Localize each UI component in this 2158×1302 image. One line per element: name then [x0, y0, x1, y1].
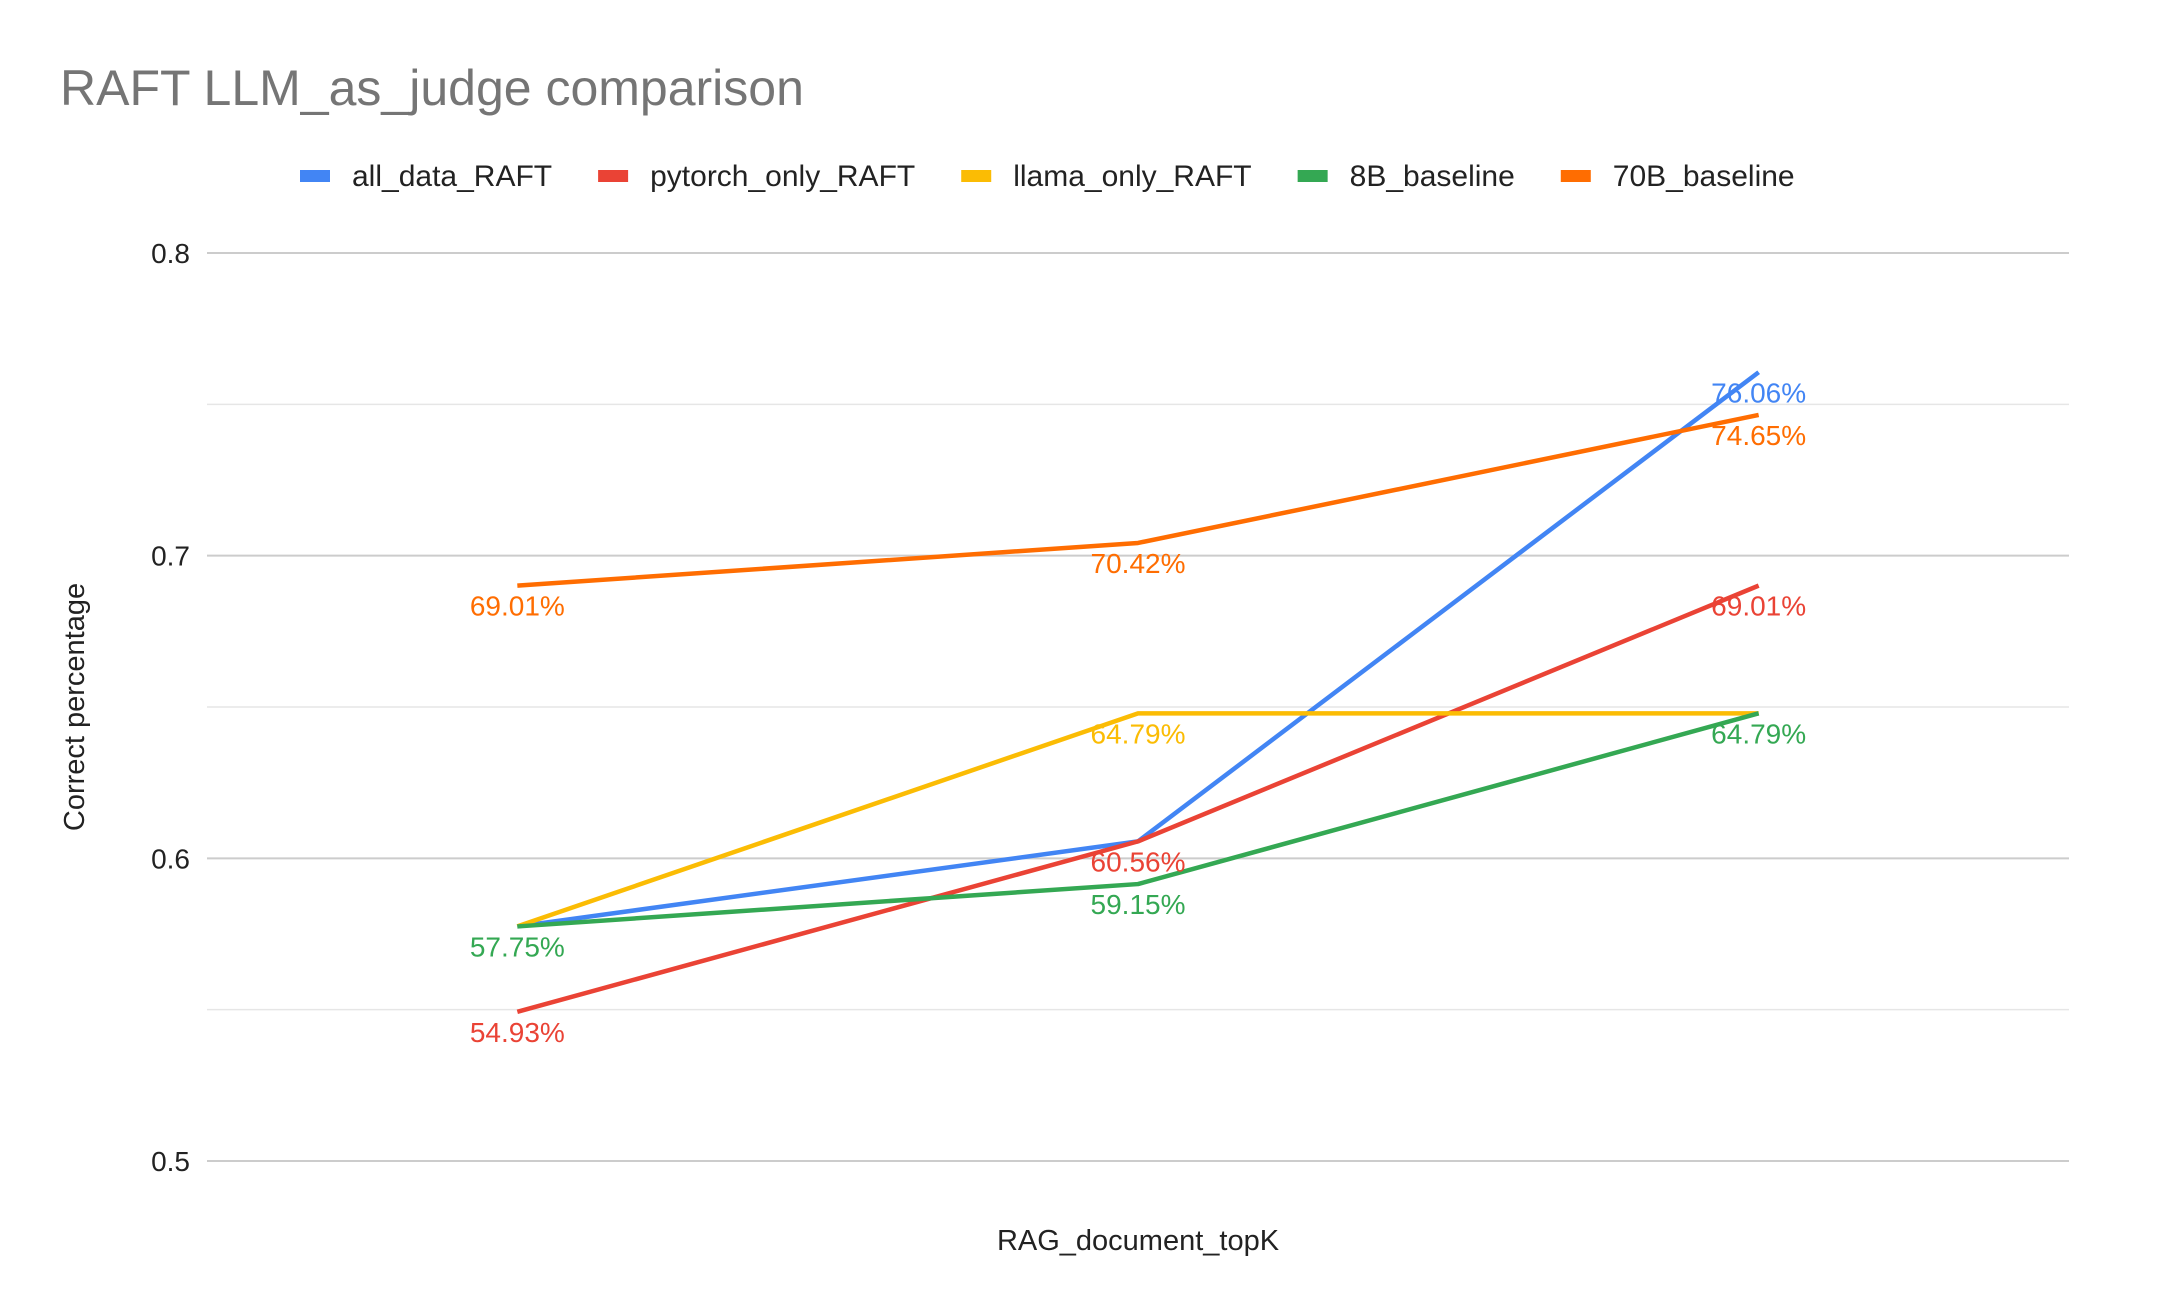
legend-swatch: [300, 170, 330, 182]
data-label: 70.42%: [1091, 548, 1186, 579]
legend-swatch: [1560, 170, 1591, 182]
data-label: 76.06%: [1711, 377, 1806, 408]
chart-title: RAFT LLM_as_judge comparison: [60, 60, 804, 116]
series-line-pytorch_only_RAFT: [516, 583, 1760, 1014]
series-lines: [516, 370, 1761, 1014]
legend-label: 8B_baseline: [1350, 160, 1515, 193]
data-label: 57.75%: [470, 931, 565, 962]
y-tick-label: 0.6: [151, 843, 190, 874]
series-line-70B_baseline: [517, 412, 1760, 588]
y-tick-label: 0.8: [151, 238, 190, 269]
legend-label: pytorch_only_RAFT: [650, 160, 915, 193]
y-axis-label: Correct percentage: [59, 583, 91, 831]
legend: all_data_RAFT pytorch_only_RAFT llama_only…: [300, 160, 1795, 193]
legend-label: all_data_RAFT: [352, 160, 552, 193]
series-line-8B_baseline: [517, 711, 1760, 929]
legend-swatch: [961, 170, 992, 182]
legend-swatch: [598, 170, 629, 182]
legend-label: llama_only_RAFT: [1013, 160, 1251, 193]
data-labels: 76.06% 54.93% 60.56% 69.01% 64.79% 57.75% 59.1…: [470, 377, 1806, 1048]
series-line-llama_only_RAFT: [516, 711, 1759, 929]
legend-label: 70B_baseline: [1613, 160, 1795, 193]
data-label: 64.79%: [1091, 718, 1186, 749]
y-tick-label: 0.7: [151, 541, 190, 572]
y-axis-ticks: 0.5 0.6 0.7 0.8: [151, 238, 190, 1177]
data-label: 60.56%: [1091, 846, 1186, 877]
data-label: 64.79%: [1711, 718, 1806, 749]
data-label: 74.65%: [1711, 420, 1806, 451]
data-label: 69.01%: [470, 591, 565, 622]
x-axis-label: RAG_document_topK: [997, 1225, 1280, 1257]
data-label: 54.93%: [470, 1017, 565, 1048]
data-label: 69.01%: [1711, 591, 1806, 622]
data-label: 59.15%: [1091, 889, 1186, 920]
legend-swatch: [1297, 170, 1328, 182]
y-tick-label: 0.5: [151, 1146, 190, 1177]
